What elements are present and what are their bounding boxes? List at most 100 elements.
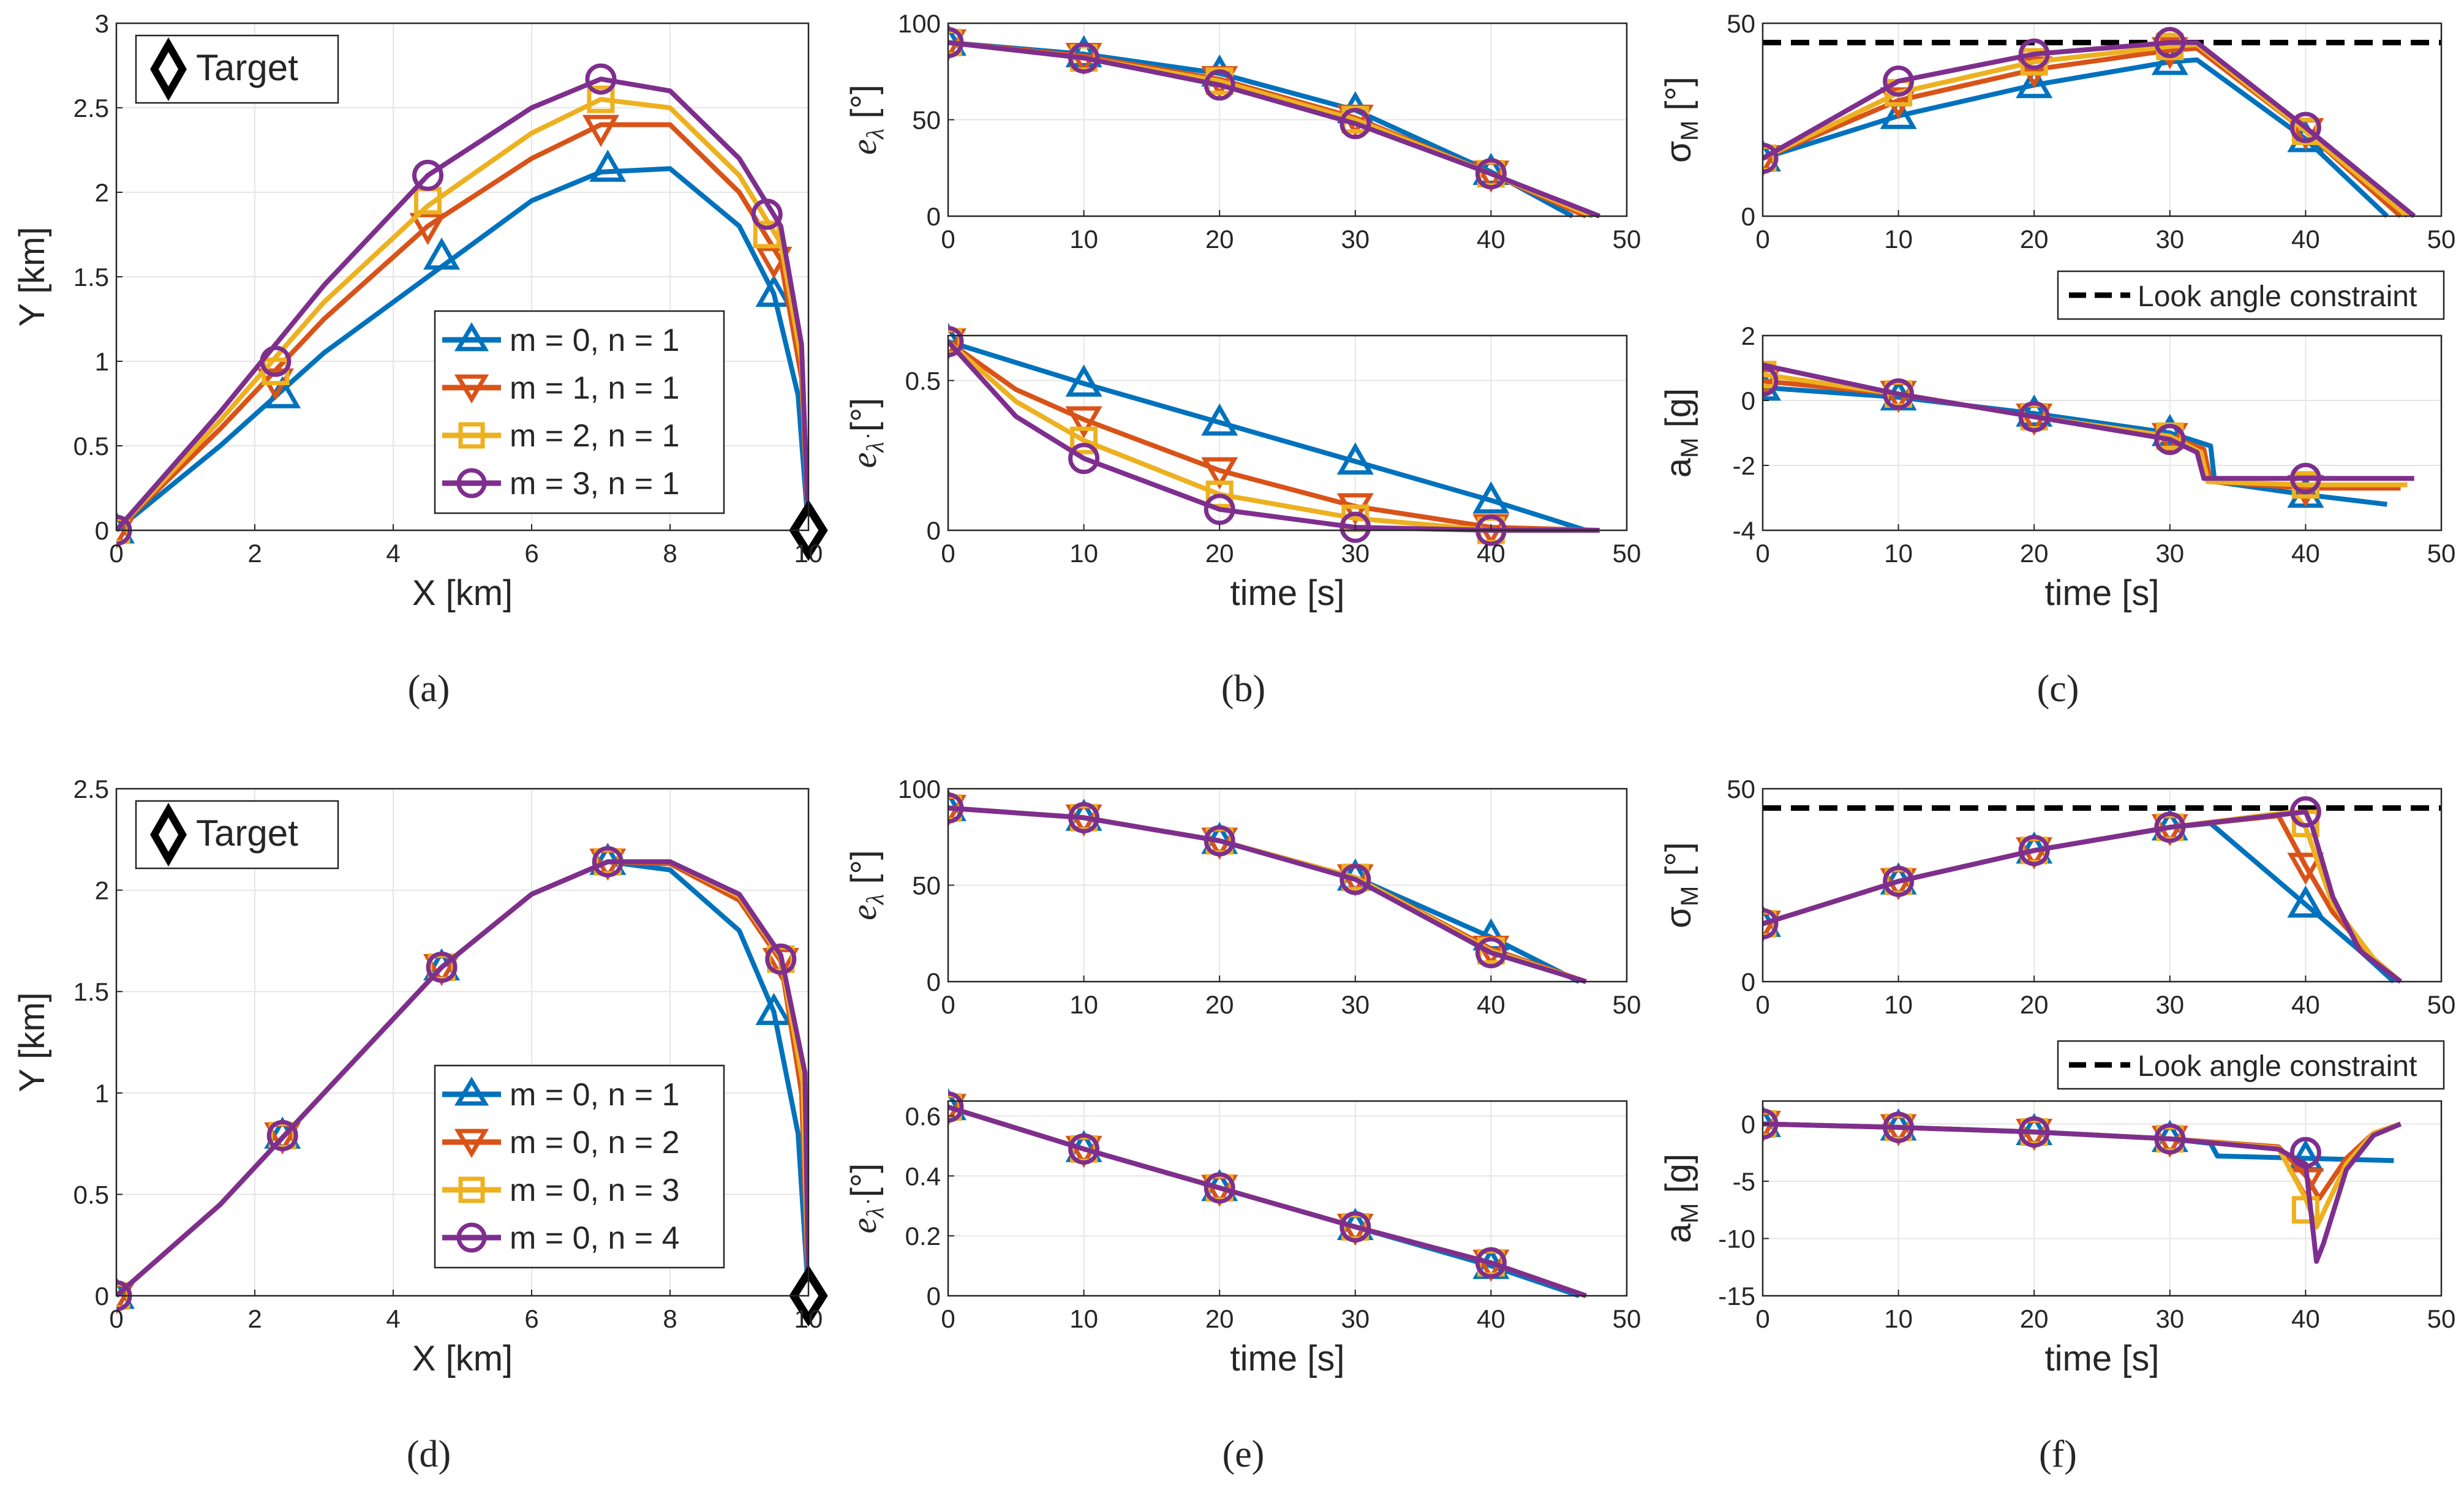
- y-tick-label: 0: [1741, 202, 1755, 231]
- x-tick-label: 30: [2155, 1304, 2184, 1333]
- chart-e2: 0 10 20 30 40 50 0 0.2 0.4 0.6 time [s] eλ̇ [°]: [844, 1088, 1641, 1378]
- x-tick-label: 6: [524, 539, 538, 568]
- data-point-marker: [2018, 835, 2050, 867]
- chart-c1: 0 10 20 30 40 50 0 50 σM [°]: [1659, 9, 2455, 254]
- data-point-marker: [116, 517, 135, 549]
- y-tick-label: 2.5: [73, 94, 109, 122]
- x-tick-label: 10: [1884, 990, 1913, 1019]
- chart-e1: 0 10 20 30 40 50 0 50 100 eλ [°]: [844, 775, 1641, 1019]
- axes-frame: [1761, 22, 2443, 217]
- data-point-marker: [2289, 462, 2321, 494]
- plot-area: [948, 1101, 1627, 1296]
- y-tick-label: 0.4: [905, 1162, 941, 1190]
- target-label-d: Target: [196, 813, 298, 854]
- legend-circle-icon: [456, 1222, 487, 1253]
- series-line: [116, 166, 808, 533]
- x-tick-label: 50: [2427, 539, 2456, 568]
- x-tick-label: 30: [1341, 539, 1370, 568]
- x-tick-label: 10: [1069, 539, 1098, 568]
- x-tick-label: 40: [2291, 539, 2320, 568]
- legend-triangle-down-icon: [454, 1129, 489, 1158]
- data-point-marker: [751, 198, 783, 230]
- data-point-marker: [426, 951, 458, 983]
- x-tick-label: 30: [2155, 539, 2184, 568]
- data-point-marker: [1068, 42, 1100, 74]
- data-point-marker: [1339, 1211, 1371, 1243]
- x-tick-label: 40: [1477, 539, 1505, 568]
- data-point-marker: [2154, 811, 2186, 843]
- x-tick-label: 0: [109, 539, 123, 568]
- x-tick-label: 10: [1069, 990, 1098, 1019]
- data-point-marker: [587, 85, 615, 113]
- caption-c: (c): [2037, 668, 2079, 710]
- x-tick-label: 0: [1755, 1304, 1769, 1333]
- x-tick-label: 10: [1884, 1304, 1913, 1333]
- x-tick-label: 20: [2020, 225, 2049, 254]
- data-point-marker: [423, 237, 461, 270]
- data-point-marker: [753, 220, 781, 249]
- data-point-marker: [585, 63, 617, 95]
- legend-top-item-1: m = 0, n = 1: [510, 323, 680, 358]
- data-point-marker: [1883, 378, 1915, 410]
- data-point-marker: [948, 326, 964, 358]
- x-tick-label: 10: [1884, 539, 1913, 568]
- legend-triangle-up-icon: [454, 322, 489, 352]
- series-line: [116, 77, 808, 532]
- y-tick-label: 0.5: [73, 1180, 109, 1209]
- caption-f: (f): [2039, 1434, 2077, 1475]
- data-point-marker: [1763, 145, 1782, 178]
- y-tick-label: 50: [912, 106, 941, 135]
- y-tick-label: 2.5: [73, 775, 109, 803]
- data-point-marker: [2289, 796, 2321, 828]
- x-axis-label: time [s]: [1230, 573, 1345, 613]
- y-axis-label: eλ̇ [°]: [844, 398, 889, 468]
- y-axis-label: σM [°]: [1659, 77, 1703, 163]
- data-point-marker: [948, 328, 967, 361]
- x-axis-label: X [km]: [412, 1339, 513, 1378]
- x-tick-label: 0: [1755, 539, 1769, 568]
- y-tick-label: 1.5: [73, 977, 109, 1006]
- x-tick-label: 30: [2155, 990, 2184, 1019]
- caption-e: (e): [1223, 1434, 1265, 1475]
- data-point-marker: [2289, 111, 2321, 143]
- x-tick-label: 40: [1477, 1304, 1505, 1333]
- data-point-marker: [589, 149, 627, 182]
- data-point-marker: [755, 274, 793, 307]
- data-point-marker: [1205, 480, 1234, 508]
- x-tick-label: 20: [1205, 990, 1234, 1019]
- x-tick-label: 30: [1341, 990, 1370, 1019]
- data-point-marker: [2287, 885, 2324, 918]
- x-tick-label: 0: [1755, 225, 1769, 254]
- target-legend-a: Target: [135, 34, 339, 104]
- data-point-marker: [948, 1091, 964, 1123]
- x-tick-label: 40: [2291, 225, 2320, 254]
- data-point-marker: [1475, 937, 1507, 969]
- data-point-marker: [1068, 443, 1100, 475]
- data-point-marker: [755, 246, 793, 279]
- data-point-marker: [762, 948, 799, 980]
- chart-c2: 0 10 20 30 40 50 -4 -2 0 2 time [s] aM [g]: [1659, 321, 2455, 613]
- data-point-marker: [1339, 511, 1371, 543]
- series-line: [948, 339, 1587, 533]
- x-tick-label: 2: [247, 1304, 262, 1333]
- y-axis-label: σM [°]: [1659, 842, 1703, 928]
- data-point-marker: [1204, 69, 1235, 101]
- y-tick-label: 0: [927, 1282, 941, 1310]
- y-tick-label: 0.5: [73, 432, 109, 461]
- y-tick-label: -4: [1733, 516, 1755, 545]
- y-tick-label: 1.5: [73, 263, 109, 291]
- series-layer: [948, 1088, 1587, 1298]
- y-tick-label: 50: [1727, 775, 1755, 803]
- series-legend-top: m = 0, n = 1 m = 1, n = 1 m = 2, n = 1 m…: [434, 310, 725, 514]
- series-layer: [1763, 361, 2414, 508]
- x-axis-label: time [s]: [2045, 1339, 2160, 1378]
- y-axis-label: aM [g]: [1659, 1154, 1703, 1243]
- series-line: [948, 805, 1587, 984]
- legend-top-item-3: m = 2, n = 1: [510, 418, 680, 454]
- caption-d: (d): [407, 1434, 451, 1475]
- axes-frame: [947, 1100, 1628, 1297]
- x-tick-label: 2: [247, 539, 262, 568]
- legend-bottom-item-2: m = 0, n = 2: [510, 1125, 680, 1160]
- series-layer: [1763, 796, 2441, 984]
